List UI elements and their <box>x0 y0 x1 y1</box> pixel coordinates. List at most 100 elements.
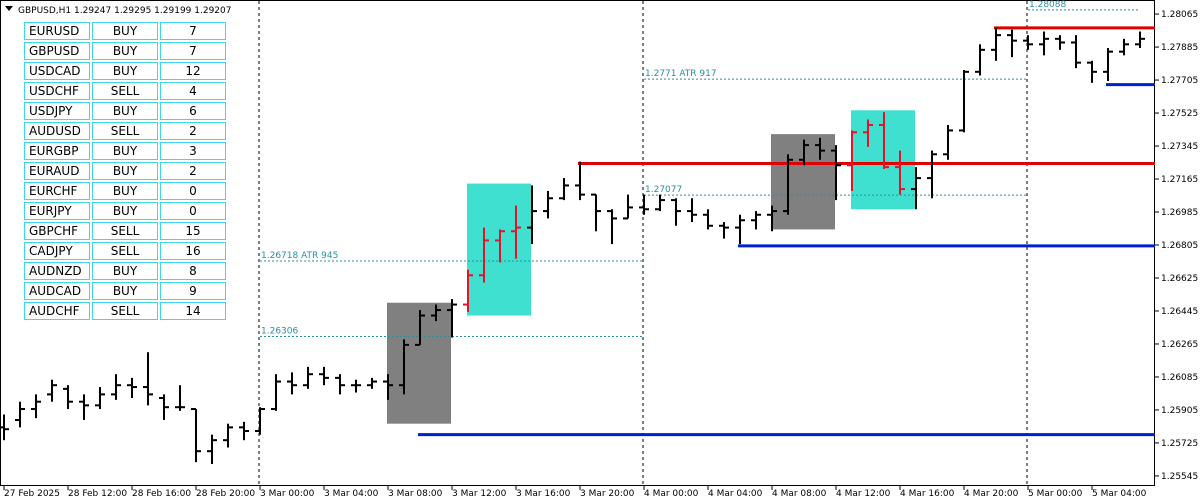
table-cell: AUDNZD <box>24 262 90 280</box>
table-row: EURAUD BUY 2 <box>24 162 226 180</box>
table-cell: BUY <box>92 162 158 180</box>
y-tick-label: 1.28065 <box>1161 10 1198 20</box>
x-tick-label: 3 Mar 20:00 <box>580 489 635 499</box>
x-tick-label: 4 Mar 00:00 <box>644 489 699 499</box>
annotations: 1.26718 ATR 945 1.26306 1.2771 ATR 917 1.27… <box>260 0 1140 337</box>
levels <box>418 26 1155 437</box>
annotation-label: 1.26306 <box>261 326 298 336</box>
table-cell: USDCHF <box>24 82 90 100</box>
y-tick-label: 1.25545 <box>1161 472 1198 482</box>
y-tick-label: 1.25725 <box>1161 439 1198 449</box>
table-cell: 0 <box>160 202 226 220</box>
y-tick-label: 1.27525 <box>1161 109 1198 119</box>
table-row: EURJPY BUY 0 <box>24 202 226 220</box>
x-tick-label: 3 Mar 12:00 <box>452 489 507 499</box>
x-tick-label: 28 Feb 20:00 <box>196 489 255 499</box>
header-arrow <box>5 6 13 11</box>
chart-header: GBPUSD,H1 1.29247 1.29295 1.29199 1.2920… <box>18 6 231 16</box>
table-cell: 16 <box>160 242 226 260</box>
table-cell: AUDUSD <box>24 122 90 140</box>
table-row: USDCHF SELL 4 <box>24 82 226 100</box>
table-cell: 7 <box>160 42 226 60</box>
y-tick-label: 1.27165 <box>1161 175 1198 185</box>
x-tick-label: 5 Mar 00:00 <box>1028 489 1083 499</box>
table-cell: GBPUSD <box>24 42 90 60</box>
table-cell: 0 <box>160 182 226 200</box>
table-cell: EURCHF <box>24 182 90 200</box>
table-cell: AUDCHF <box>24 302 90 320</box>
y-tick-label: 1.26445 <box>1161 307 1198 317</box>
table-cell: EURAUD <box>24 162 90 180</box>
table-row: CADJPY SELL 16 <box>24 242 226 260</box>
x-tick-label: 3 Mar 08:00 <box>388 489 443 499</box>
table-cell: SELL <box>92 122 158 140</box>
y-tick-label: 1.25905 <box>1161 406 1198 416</box>
table-cell: SELL <box>92 82 158 100</box>
table-cell: 7 <box>160 22 226 40</box>
table-cell: BUY <box>92 142 158 160</box>
table-cell: EURGBP <box>24 142 90 160</box>
y-tick-label: 1.26625 <box>1161 274 1198 284</box>
table-cell: EURJPY <box>24 202 90 220</box>
table-row: AUDCHF SELL 14 <box>24 302 226 320</box>
table-cell: 4 <box>160 82 226 100</box>
table-row: EURGBP BUY 3 <box>24 142 226 160</box>
y-tick-label: 1.26265 <box>1161 340 1198 350</box>
annotation-label: 1.2771 ATR 917 <box>645 69 717 79</box>
signals-table: EURUSD BUY 7 GBPUSD BUY 7 USDCAD BUY 12 USDCHF SEL… <box>22 20 228 322</box>
table-cell: BUY <box>92 262 158 280</box>
table-cell: 6 <box>160 102 226 120</box>
table-row: EURUSD BUY 7 <box>24 22 226 40</box>
table-row: EURCHF BUY 0 <box>24 182 226 200</box>
x-tick-label: 3 Mar 04:00 <box>324 489 379 499</box>
table-cell: 14 <box>160 302 226 320</box>
table-cell: GBPCHF <box>24 222 90 240</box>
table-row: USDJPY BUY 6 <box>24 102 226 120</box>
x-tick-label: 3 Mar 00:00 <box>260 489 315 499</box>
x-tick-label: 4 Mar 04:00 <box>708 489 763 499</box>
table-cell: 3 <box>160 142 226 160</box>
table-cell: BUY <box>92 202 158 220</box>
table-row: GBPCHF SELL 15 <box>24 222 226 240</box>
table-cell: EURUSD <box>24 22 90 40</box>
table-cell: BUY <box>92 62 158 80</box>
x-tick-label: 28 Feb 12:00 <box>68 489 127 499</box>
table-cell: SELL <box>92 242 158 260</box>
table-cell: BUY <box>92 282 158 300</box>
x-tick-label: 5 Mar 04:00 <box>1092 489 1147 499</box>
table-cell: BUY <box>92 22 158 40</box>
y-tick-label: 1.27345 <box>1161 142 1198 152</box>
annotation-label: 1.26718 ATR 945 <box>261 251 338 261</box>
annotation-label: 1.27077 <box>645 185 682 195</box>
table-cell: SELL <box>92 302 158 320</box>
y-tick-label: 1.27705 <box>1161 76 1198 86</box>
x-tick-label: 28 Feb 16:00 <box>132 489 191 499</box>
table-cell: BUY <box>92 42 158 60</box>
table-row: AUDCAD BUY 9 <box>24 282 226 300</box>
table-cell: 2 <box>160 122 226 140</box>
y-tick-label: 1.26805 <box>1161 241 1198 251</box>
plot-frame <box>0 0 1155 486</box>
table-cell: AUDCAD <box>24 282 90 300</box>
table-cell: BUY <box>92 102 158 120</box>
table-cell: 2 <box>160 162 226 180</box>
x-tick-label: 27 Feb 2025 <box>4 489 60 499</box>
y-tick-label: 1.26085 <box>1161 373 1198 383</box>
y-tick-label: 1.27885 <box>1161 43 1198 53</box>
x-tick-label: 3 Mar 16:00 <box>516 489 571 499</box>
table-cell: 15 <box>160 222 226 240</box>
table-row: AUDUSD SELL 2 <box>24 122 226 140</box>
table-cell: 9 <box>160 282 226 300</box>
table-row: AUDNZD BUY 8 <box>24 262 226 280</box>
axes: 1.28065 1.27885 1.27705 1.27525 1.27345 1.271… <box>3 10 1198 499</box>
x-tick-label: 4 Mar 16:00 <box>900 489 955 499</box>
y-tick-label: 1.26985 <box>1161 208 1198 218</box>
table-cell: BUY <box>92 182 158 200</box>
table-row: USDCAD BUY 12 <box>24 62 226 80</box>
x-tick-label: 4 Mar 08:00 <box>772 489 827 499</box>
table-cell: CADJPY <box>24 242 90 260</box>
x-tick-label: 4 Mar 12:00 <box>836 489 891 499</box>
table-row: GBPUSD BUY 7 <box>24 42 226 60</box>
table-cell: 12 <box>160 62 226 80</box>
